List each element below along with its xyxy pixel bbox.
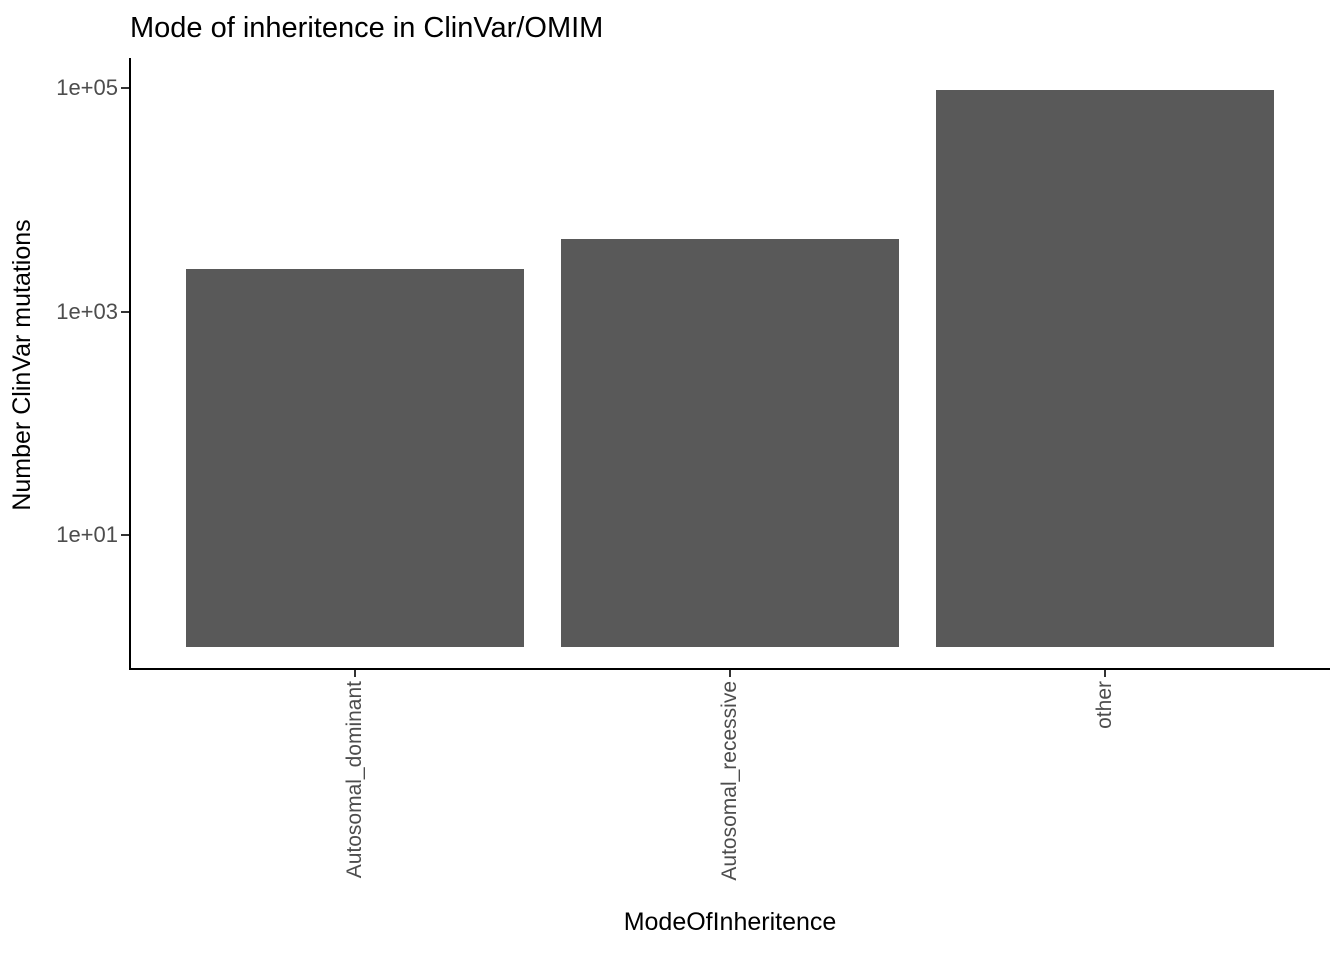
x-axis-title: ModeOfInheritence — [623, 908, 837, 936]
y-tick-mark — [121, 310, 129, 313]
y-tick-label: 1e+03 — [56, 298, 118, 324]
bar-other — [936, 89, 1274, 647]
y-tick-mark — [121, 534, 129, 536]
x-axis-line — [129, 668, 1330, 670]
x-tick-mark — [729, 670, 731, 677]
y-tick-label: 1e+05 — [56, 75, 118, 100]
y-axis-line — [129, 58, 131, 670]
x-tick-label: other — [1093, 681, 1116, 729]
y-axis-title: Number ClinVar mutations — [8, 219, 36, 511]
bar-autosomal_recessive — [561, 238, 899, 647]
y-tick-label: 1e+01 — [56, 522, 118, 547]
x-tick-label: Autosomal_recessive — [718, 681, 741, 881]
chart-title: Mode of inheritence in ClinVar/OMIM — [130, 12, 604, 44]
x-tick-mark — [1104, 670, 1106, 677]
x-tick-mark — [354, 670, 356, 677]
bar-autosomal_dominant — [186, 269, 524, 647]
x-tick-label: Autosomal_dominant — [343, 681, 366, 879]
y-tick-mark — [121, 87, 129, 89]
